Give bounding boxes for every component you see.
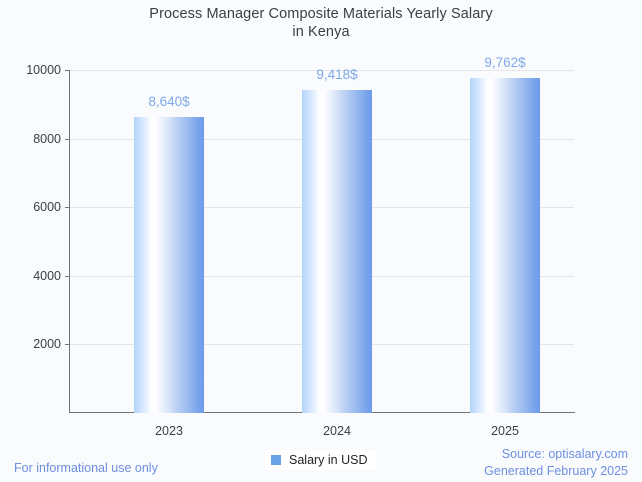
x-axis-tick-label: 2023 — [155, 424, 183, 438]
bar[interactable] — [470, 78, 540, 413]
x-axis-tick-label: 2025 — [491, 424, 519, 438]
y-axis-tick-mark — [65, 138, 70, 140]
y-axis-tick-mark — [65, 275, 70, 277]
y-axis-tick-mark — [65, 344, 70, 346]
bar-value-label: 9,762$ — [484, 55, 526, 71]
y-axis-tick-label: 2000 — [33, 337, 61, 351]
y-axis-tick-label: 6000 — [33, 200, 61, 214]
bar-value-label: 9,418$ — [316, 66, 358, 82]
generated-date-text: Generated February 2025 — [484, 463, 628, 478]
bar[interactable] — [302, 89, 372, 413]
chart-legend[interactable]: Salary in USD — [265, 450, 376, 470]
chart-source-block: Source: optisalary.com Generated Februar… — [484, 446, 628, 479]
chart-title: Process Manager Composite Materials Year… — [149, 6, 493, 40]
informational-note: For informational use only — [14, 461, 158, 475]
y-axis-line — [69, 70, 71, 413]
plot-area: 2000 4000 6000 8000 10000 8,640$ 9,418$ 9,762$ — [26, 55, 574, 413]
bar-value-label: 8,640$ — [148, 93, 190, 109]
legend-item-label: Salary in USD — [289, 453, 368, 467]
x-axis-tick-label: 2024 — [323, 424, 351, 438]
legend-swatch-icon — [271, 455, 281, 465]
y-axis-tick-mark — [65, 70, 70, 72]
y-axis-tick-mark — [65, 207, 70, 209]
y-axis-tick-label: 8000 — [33, 131, 61, 146]
gridline — [70, 70, 574, 71]
y-axis-tick-label: 10000 — [26, 63, 61, 77]
y-axis-tick-label: 4000 — [33, 268, 61, 283]
bar[interactable] — [134, 116, 204, 413]
source-text: Source: optisalary.com — [501, 447, 628, 461]
x-axis-line — [69, 412, 575, 414]
